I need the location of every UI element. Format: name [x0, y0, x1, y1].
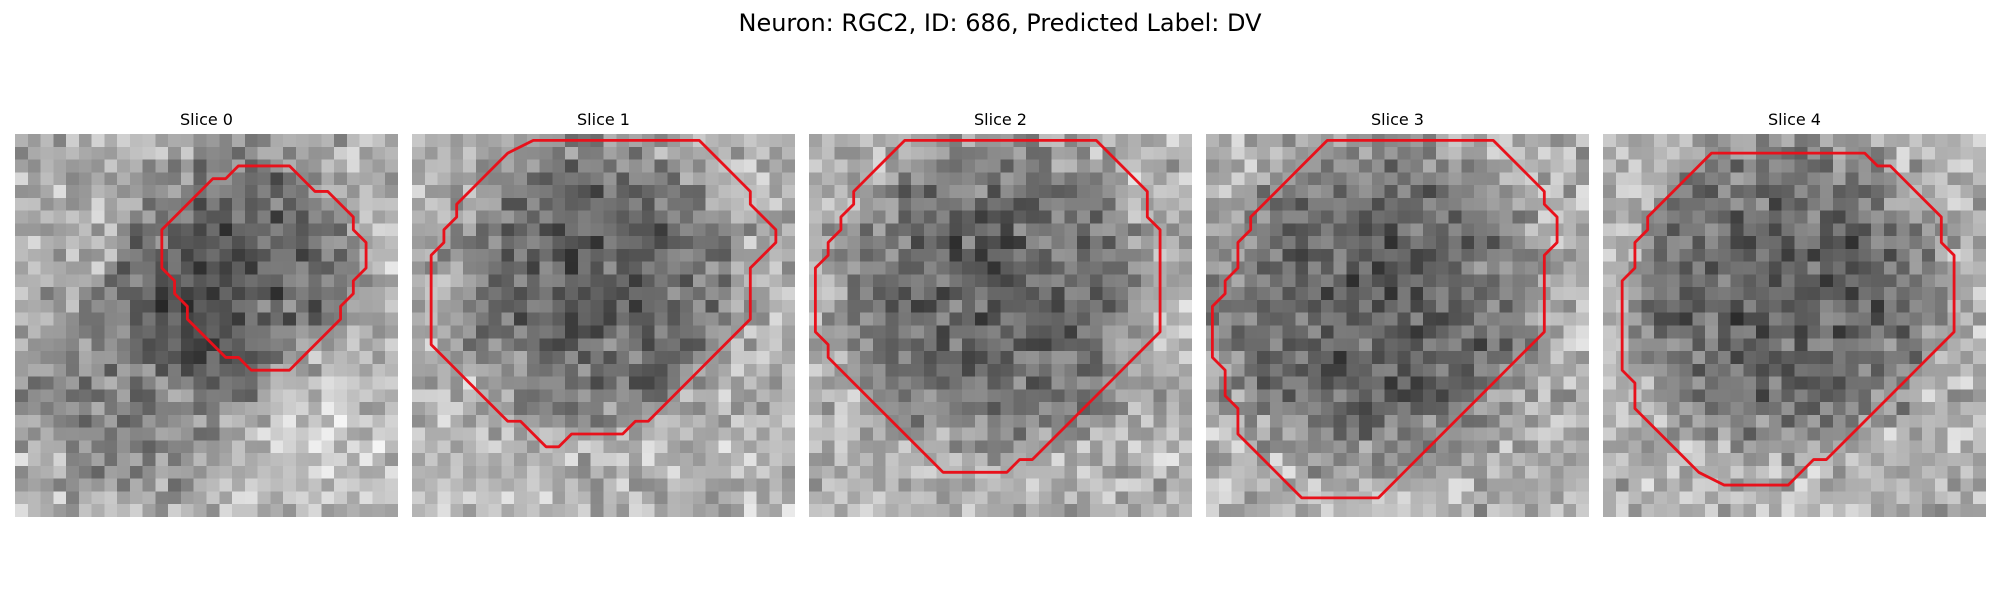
contour-overlay — [160, 164, 368, 372]
slice-title: Slice 3 — [1371, 110, 1424, 129]
slice-title: Slice 0 — [180, 110, 233, 129]
contour-line — [160, 164, 368, 372]
contour-overlay — [813, 138, 1162, 474]
contour-line — [1620, 151, 1956, 487]
slice-title: Slice 4 — [1768, 110, 1821, 129]
contour-line — [1210, 138, 1559, 500]
figure-title: Neuron: RGC2, ID: 686, Predicted Label: … — [738, 9, 1262, 37]
contour-overlay — [1210, 138, 1559, 500]
slice-title: Slice 2 — [974, 110, 1027, 129]
contour-overlay — [429, 138, 778, 449]
slice-image — [412, 134, 795, 517]
contour-overlay — [1620, 151, 1956, 487]
slice-image — [809, 134, 1192, 517]
slice-title: Slice 1 — [577, 110, 630, 129]
contour-line — [813, 138, 1162, 474]
contour-line — [429, 138, 778, 449]
